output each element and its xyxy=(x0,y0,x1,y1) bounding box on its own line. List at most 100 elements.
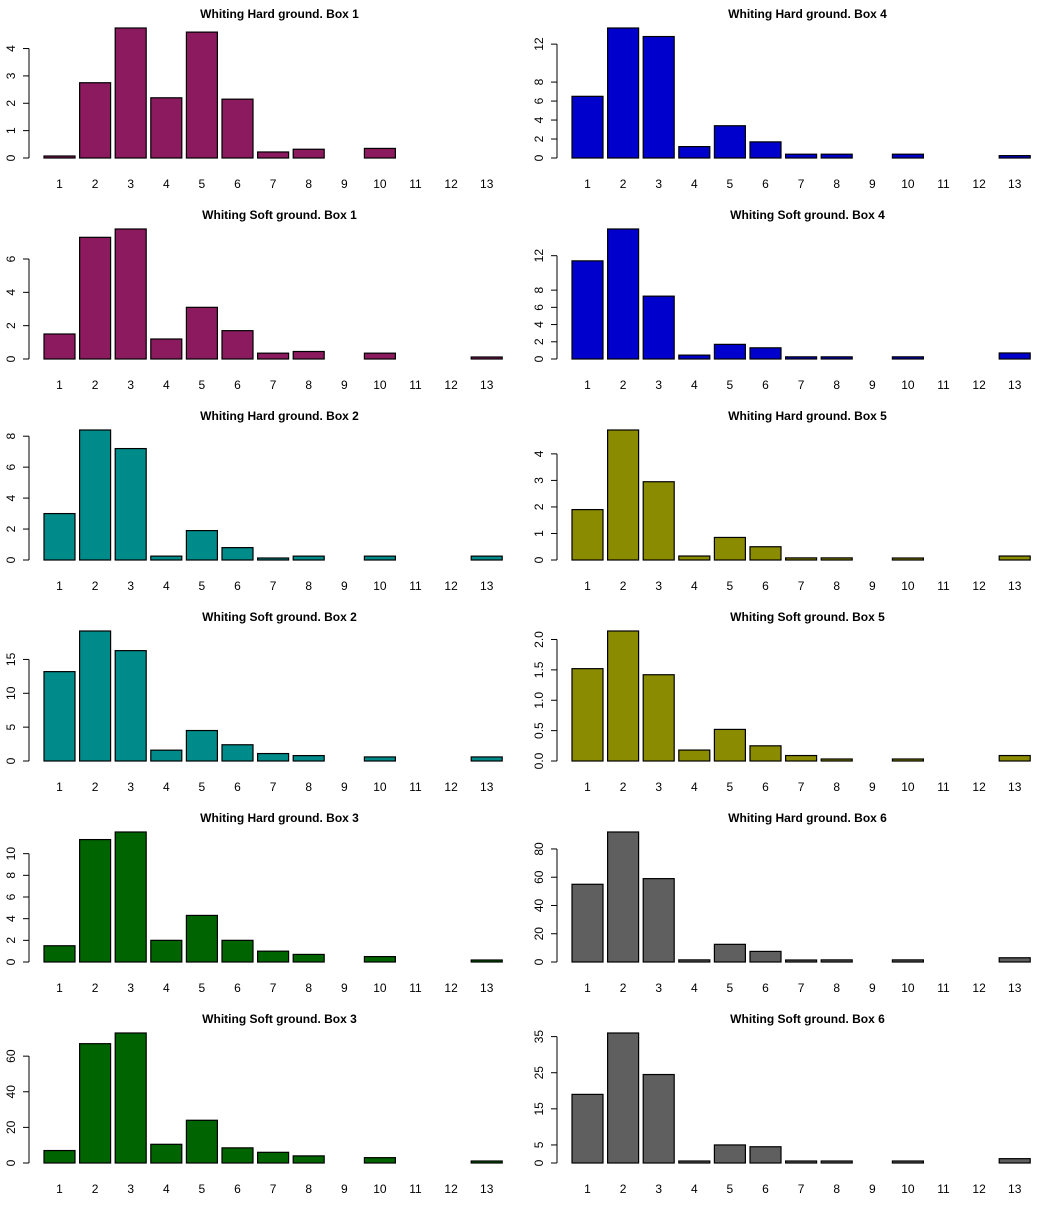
x-tick-label: 4 xyxy=(163,981,170,995)
x-tick-label: 11 xyxy=(937,378,950,392)
chart-title: Whiting Hard ground. Box 4 xyxy=(728,7,887,21)
y-tick-label: 8 xyxy=(4,433,18,440)
y-tick-label: 5 xyxy=(532,1141,546,1148)
bar xyxy=(150,338,183,360)
x-tick-label: 4 xyxy=(163,378,170,392)
y-tick-label: 8 xyxy=(4,872,18,879)
bar xyxy=(43,945,76,963)
bar xyxy=(785,959,818,963)
x-tick-label: 8 xyxy=(305,1182,312,1196)
x-tick-label: 5 xyxy=(727,579,734,593)
bar xyxy=(470,756,503,762)
y-tick-label: 4 xyxy=(532,450,546,457)
x-tick-label: 6 xyxy=(234,378,241,392)
bar xyxy=(998,754,1031,762)
bar xyxy=(43,333,76,360)
chart-panel: Whiting Soft ground. Box 6 0 5 15 25 35 1 2 3 4 5 6… xyxy=(528,1005,1037,1206)
bar xyxy=(891,153,924,159)
bar xyxy=(257,752,290,762)
y-tick-label: 1.5 xyxy=(532,661,546,678)
x-tick-label: 12 xyxy=(972,579,986,593)
x-tick-label: 13 xyxy=(480,378,494,392)
x-tick-label: 13 xyxy=(480,177,494,191)
bar xyxy=(606,429,640,561)
bar xyxy=(820,1160,853,1164)
x-tick-label: 11 xyxy=(409,780,422,794)
x-tick-label: 1 xyxy=(56,378,63,392)
x-tick-label: 10 xyxy=(373,780,387,794)
x-tick-label: 3 xyxy=(655,1182,662,1196)
x-tick-label: 3 xyxy=(655,378,662,392)
x-tick-label: 6 xyxy=(234,1182,241,1196)
x-tick-label: 2 xyxy=(92,780,99,794)
x-tick-label: 8 xyxy=(305,177,312,191)
x-tick-label: 11 xyxy=(409,1182,422,1196)
x-tick-label: 7 xyxy=(270,378,277,392)
y-tick-label: 8 xyxy=(532,286,546,293)
bar xyxy=(713,1144,746,1164)
bar xyxy=(363,147,396,159)
y-tick-label: 2 xyxy=(4,100,18,107)
x-tick-label: 12 xyxy=(444,378,458,392)
y-tick-label: 6 xyxy=(4,255,18,262)
bar xyxy=(678,354,711,360)
x-tick-label: 1 xyxy=(56,981,63,995)
bar xyxy=(998,1158,1031,1164)
bar xyxy=(785,1160,818,1164)
bar xyxy=(114,1032,147,1164)
bar xyxy=(470,356,503,360)
x-tick-label: 1 xyxy=(584,378,591,392)
y-tick-label: 6 xyxy=(4,463,18,470)
x-tick-label: 7 xyxy=(270,981,277,995)
x-tick-label: 5 xyxy=(199,780,206,794)
x-tick-label: 13 xyxy=(1008,579,1022,593)
y-tick-label: 1 xyxy=(4,127,18,134)
bar xyxy=(678,959,711,963)
y-tick-label: 2 xyxy=(532,135,546,142)
x-tick-label: 9 xyxy=(341,177,348,191)
x-tick-label: 3 xyxy=(655,579,662,593)
x-tick-label: 13 xyxy=(1008,378,1022,392)
x-tick-label: 9 xyxy=(341,981,348,995)
bar xyxy=(78,429,112,561)
x-tick-label: 7 xyxy=(798,177,805,191)
x-tick-label: 2 xyxy=(92,1182,99,1196)
y-tick-label: 8 xyxy=(532,78,546,85)
y-tick-label: 0 xyxy=(532,355,546,362)
x-tick-label: 4 xyxy=(691,177,698,191)
x-tick-label: 11 xyxy=(937,579,950,593)
x-tick-label: 10 xyxy=(901,177,915,191)
x-tick-label: 5 xyxy=(199,981,206,995)
bar xyxy=(185,306,218,360)
x-tick-label: 12 xyxy=(972,780,986,794)
x-tick-label: 5 xyxy=(199,177,206,191)
chart-svg: Whiting Soft ground. Box 5 0.0 0.5 1.0 1.5 2.… xyxy=(532,610,1031,794)
x-tick-label: 7 xyxy=(798,981,805,995)
x-tick-label: 6 xyxy=(234,780,241,794)
y-tick-label: 2 xyxy=(4,322,18,329)
y-tick-label: 4 xyxy=(4,915,18,922)
bar xyxy=(150,749,183,762)
x-tick-label: 11 xyxy=(409,981,422,995)
chart-panel: Whiting Soft ground. Box 3 0 20 40 60 1 2 3 4 5 6 7… xyxy=(0,1005,509,1206)
bar xyxy=(820,557,853,561)
x-tick-label: 11 xyxy=(409,378,422,392)
bar xyxy=(749,745,782,762)
y-tick-label: 4 xyxy=(4,289,18,296)
y-tick-label: 0 xyxy=(4,154,18,161)
bar xyxy=(292,555,325,561)
y-tick-label: 0 xyxy=(4,757,18,764)
y-tick-label: 0.0 xyxy=(532,752,546,769)
x-tick-label: 10 xyxy=(373,1182,387,1196)
bar xyxy=(820,959,853,963)
x-tick-label: 13 xyxy=(480,981,494,995)
x-tick-label: 7 xyxy=(270,780,277,794)
x-tick-label: 7 xyxy=(798,1182,805,1196)
x-tick-label: 1 xyxy=(584,177,591,191)
x-tick-label: 2 xyxy=(92,177,99,191)
bar xyxy=(114,831,147,963)
bar xyxy=(785,356,818,360)
